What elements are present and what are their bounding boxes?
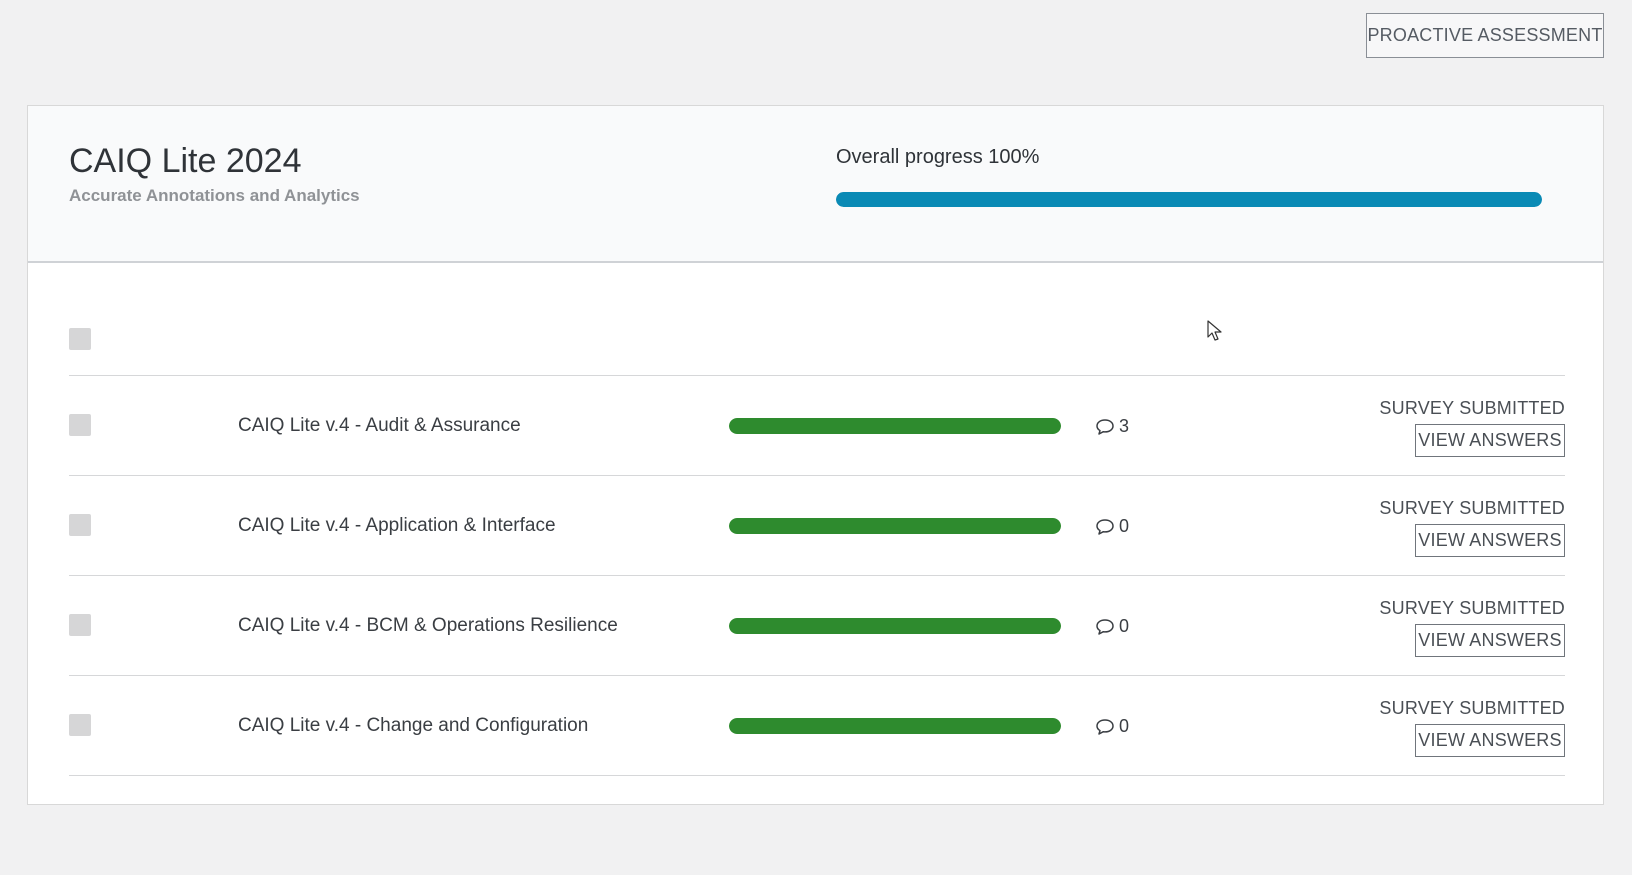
speech-bubble-icon	[1095, 718, 1115, 736]
comments-count[interactable]: 0	[1095, 516, 1129, 537]
section-row: CAIQ Lite v.4 - Change and Configuration…	[69, 675, 1565, 775]
section-progress-bar	[729, 618, 1061, 634]
section-row-partial	[69, 775, 1565, 875]
overall-progress-label: Overall progress 100%	[836, 146, 1040, 168]
section-checkbox[interactable]	[69, 614, 91, 636]
section-progress-bar	[729, 718, 1061, 734]
view-answers-button[interactable]: VIEW ANSWERS	[1415, 524, 1565, 557]
proactive-assessment-button[interactable]: PROACTIVE ASSESSMENT	[1366, 13, 1604, 58]
view-answers-button[interactable]: VIEW ANSWERS	[1415, 724, 1565, 757]
speech-bubble-icon	[1095, 618, 1115, 636]
survey-status: SURVEY SUBMITTED	[1379, 598, 1565, 618]
comments-count-value: 0	[1119, 516, 1130, 536]
section-checkbox[interactable]	[69, 714, 91, 736]
section-progress-fill	[729, 618, 1061, 634]
select-all-checkbox[interactable]	[69, 328, 91, 350]
section-checkbox[interactable]	[69, 514, 91, 536]
comments-count-value: 0	[1119, 716, 1130, 736]
survey-card-header: CAIQ Lite 2024 Accurate Annotations and …	[28, 106, 1603, 263]
section-progress-fill	[729, 418, 1061, 434]
section-name: CAIQ Lite v.4 - Change and Configuration	[238, 715, 589, 736]
comments-count[interactable]: 0	[1095, 716, 1129, 737]
comments-count[interactable]: 0	[1095, 616, 1129, 637]
section-checkbox[interactable]	[69, 414, 91, 436]
section-row: CAIQ Lite v.4 - Audit & Assurance 3 SURV…	[69, 375, 1565, 475]
mouse-pointer-icon	[1207, 320, 1223, 347]
view-answers-button[interactable]: VIEW ANSWERS	[1415, 624, 1565, 657]
section-list: CAIQ Lite v.4 - Audit & Assurance 3 SURV…	[69, 375, 1565, 875]
section-name: CAIQ Lite v.4 - Application & Interface	[238, 515, 556, 536]
survey-title: CAIQ Lite 2024	[69, 142, 302, 180]
section-row: CAIQ Lite v.4 - BCM & Operations Resilie…	[69, 575, 1565, 675]
speech-bubble-icon	[1095, 518, 1115, 536]
comments-count-value: 0	[1119, 616, 1130, 636]
view-answers-button[interactable]: VIEW ANSWERS	[1415, 424, 1565, 457]
overall-progress-fill	[836, 192, 1542, 207]
survey-card: CAIQ Lite 2024 Accurate Annotations and …	[27, 105, 1604, 805]
comments-count-value: 3	[1119, 416, 1130, 436]
section-progress-fill	[729, 518, 1061, 534]
survey-subtitle: Accurate Annotations and Analytics	[69, 186, 360, 205]
comments-count[interactable]: 3	[1095, 416, 1129, 437]
section-progress-bar	[729, 518, 1061, 534]
survey-status: SURVEY SUBMITTED	[1379, 398, 1565, 418]
speech-bubble-icon	[1095, 418, 1115, 436]
section-name: CAIQ Lite v.4 - Audit & Assurance	[238, 415, 521, 436]
overall-progress-bar	[836, 192, 1542, 207]
section-progress-bar	[729, 418, 1061, 434]
section-row: CAIQ Lite v.4 - Application & Interface …	[69, 475, 1565, 575]
section-progress-fill	[729, 718, 1061, 734]
survey-status: SURVEY SUBMITTED	[1379, 498, 1565, 518]
survey-status: SURVEY SUBMITTED	[1379, 698, 1565, 718]
section-name: CAIQ Lite v.4 - BCM & Operations Resilie…	[238, 615, 618, 636]
